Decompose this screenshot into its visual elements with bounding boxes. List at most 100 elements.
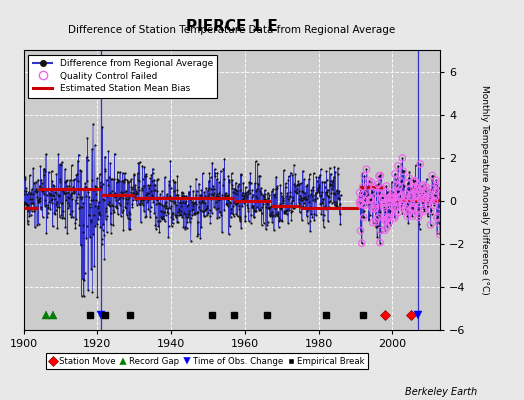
- Point: [264, 219, 272, 226]
- Point: [330, 174, 338, 180]
- Point: [369, 220, 377, 226]
- Point: [380, 207, 389, 214]
- Point: [365, 196, 374, 203]
- Point: [23, 201, 31, 208]
- Point: [375, 173, 383, 179]
- Point: [320, 224, 328, 230]
- Point: [243, 205, 252, 211]
- Point: [329, 177, 337, 183]
- Point: [391, 212, 399, 219]
- Point: [272, 212, 281, 218]
- Point: [149, 198, 157, 205]
- Point: [389, 195, 397, 202]
- Point: [312, 174, 321, 180]
- Point: [190, 211, 199, 218]
- Point: [101, 153, 109, 160]
- Point: [384, 204, 392, 210]
- Point: [255, 207, 263, 213]
- Point: [308, 204, 316, 211]
- Point: [296, 203, 304, 210]
- Point: [36, 198, 44, 204]
- Point: [166, 158, 174, 164]
- Point: [333, 195, 342, 202]
- Point: [190, 210, 198, 216]
- Point: [82, 223, 91, 229]
- Point: [200, 208, 208, 214]
- Point: [152, 201, 160, 208]
- Point: [317, 211, 325, 217]
- Point: [269, 192, 278, 198]
- Point: [68, 208, 77, 214]
- Point: [244, 191, 252, 198]
- Point: [357, 186, 366, 192]
- Point: [271, 191, 279, 197]
- Point: [188, 203, 196, 209]
- Point: [35, 196, 43, 203]
- Point: [432, 188, 440, 194]
- Text: Berkeley Earth: Berkeley Earth: [405, 387, 477, 397]
- Point: [21, 200, 29, 206]
- Point: [411, 162, 420, 168]
- Point: [171, 192, 180, 198]
- Point: [75, 222, 84, 228]
- Point: [252, 208, 260, 214]
- Point: [153, 197, 161, 204]
- Point: [147, 204, 155, 210]
- Point: [412, 192, 420, 198]
- Point: [182, 225, 191, 231]
- Point: [230, 186, 238, 192]
- Point: [293, 182, 302, 189]
- Point: [37, 176, 46, 183]
- Point: [194, 204, 203, 210]
- Point: [388, 196, 397, 202]
- Point: [248, 194, 256, 200]
- Point: [156, 195, 165, 202]
- Point: [383, 189, 391, 196]
- Point: [413, 185, 422, 192]
- Point: [35, 199, 43, 205]
- Point: [381, 217, 390, 223]
- Point: [435, 231, 444, 238]
- Point: [97, 236, 106, 242]
- Point: [252, 193, 260, 199]
- Point: [395, 183, 403, 190]
- Point: [332, 188, 341, 195]
- Point: [265, 192, 274, 198]
- Point: [103, 192, 112, 199]
- Point: [184, 208, 193, 214]
- Point: [314, 186, 322, 193]
- Point: [381, 204, 389, 211]
- Point: [147, 172, 156, 178]
- Point: [390, 206, 398, 212]
- Point: [287, 200, 295, 206]
- Point: [237, 171, 245, 177]
- Point: [170, 188, 178, 194]
- Point: [335, 188, 344, 194]
- Point: [22, 202, 30, 208]
- Point: [379, 193, 387, 200]
- Point: [187, 195, 195, 202]
- Point: [387, 193, 395, 199]
- Point: [413, 182, 422, 188]
- Point: [280, 210, 288, 216]
- Point: [379, 202, 388, 209]
- Point: [327, 190, 335, 196]
- Point: [77, 196, 85, 202]
- Point: [61, 190, 70, 196]
- Point: [334, 171, 342, 178]
- Point: [409, 176, 418, 183]
- Point: [146, 214, 155, 220]
- Point: [131, 182, 139, 188]
- Point: [37, 206, 45, 212]
- Point: [336, 221, 344, 227]
- Point: [192, 175, 200, 182]
- Point: [65, 203, 73, 209]
- Point: [358, 184, 367, 190]
- Point: [402, 202, 411, 208]
- Point: [287, 208, 296, 215]
- Point: [199, 170, 207, 176]
- Point: [335, 211, 344, 218]
- Point: [300, 200, 309, 206]
- Point: [177, 200, 185, 207]
- Point: [107, 209, 116, 216]
